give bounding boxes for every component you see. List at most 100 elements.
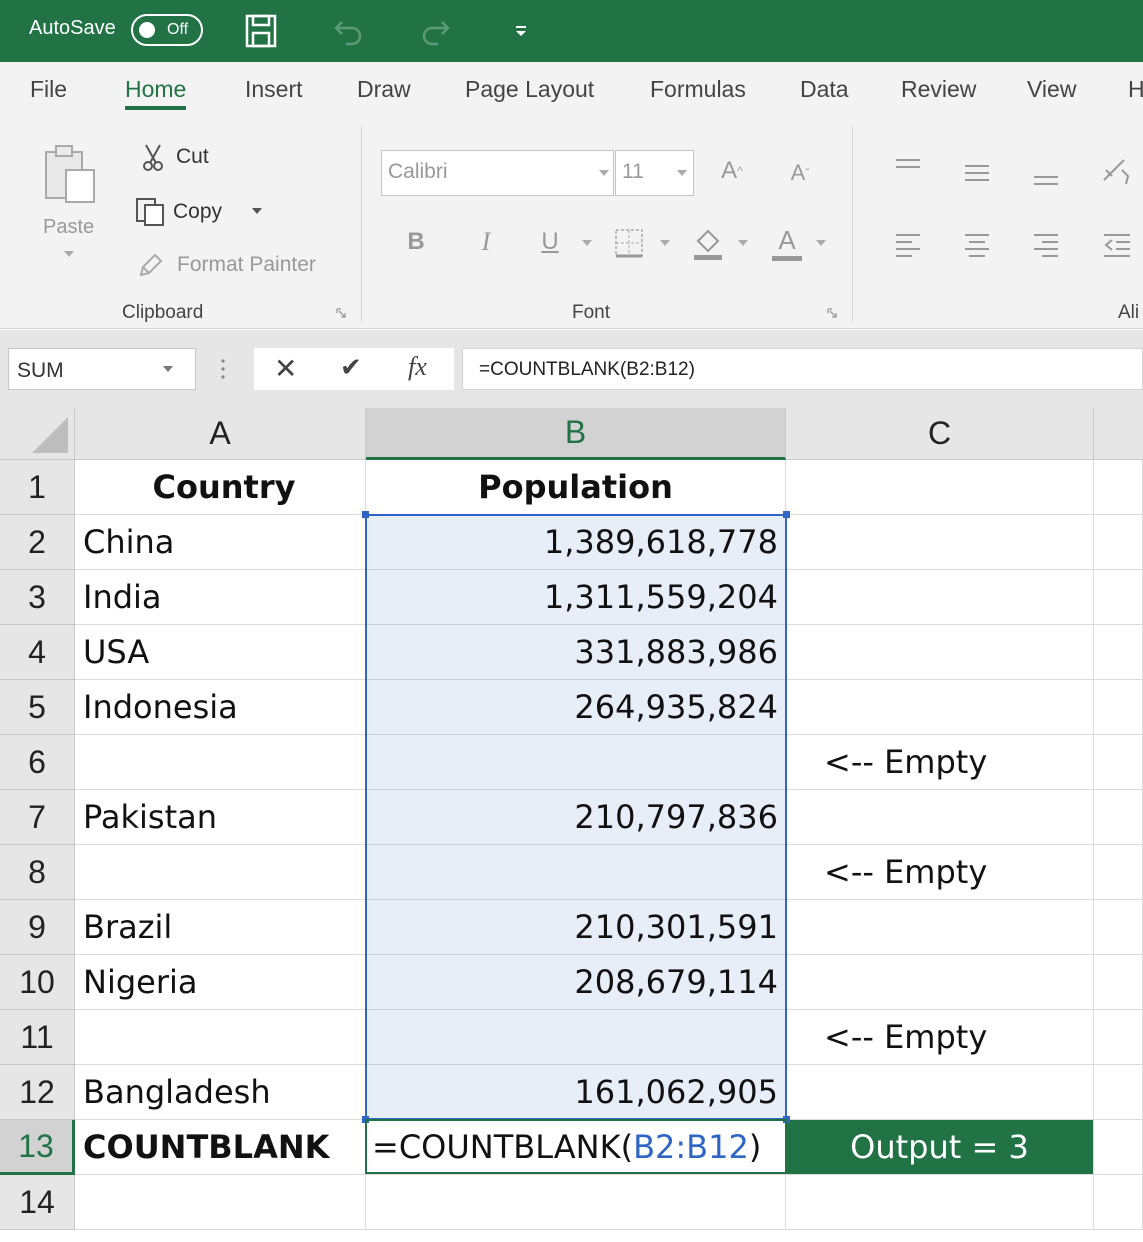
font-size-box[interactable]: 11 — [615, 150, 694, 196]
fill-color-dropdown-icon[interactable] — [736, 238, 750, 248]
paste-icon[interactable] — [40, 140, 100, 210]
align-left-icon[interactable] — [892, 230, 924, 260]
cell-b3[interactable]: 1,311,559,204 — [366, 570, 786, 625]
cell-c10[interactable] — [786, 955, 1094, 1010]
cell-c13[interactable]: Output = 3 — [786, 1120, 1094, 1175]
select-all-corner[interactable] — [0, 408, 75, 460]
fill-color-icon[interactable] — [690, 226, 726, 262]
name-box[interactable]: SUM — [8, 348, 196, 390]
cell-a5[interactable]: Indonesia — [75, 680, 366, 735]
cell-b5[interactable]: 264,935,824 — [366, 680, 786, 735]
bold-icon[interactable]: B — [400, 226, 432, 258]
range-handle-tr[interactable] — [783, 511, 790, 518]
cell-a1[interactable]: Country — [75, 460, 366, 515]
row-header-11[interactable]: 11 — [0, 1010, 75, 1065]
paste-label[interactable]: Paste — [43, 216, 95, 238]
font-name-box[interactable]: Calibri — [381, 150, 614, 196]
cell-b10[interactable]: 208,679,114 — [366, 955, 786, 1010]
clipboard-launcher-icon[interactable] — [334, 306, 348, 320]
tab-draw[interactable]: Draw — [357, 76, 411, 102]
cell-a7[interactable]: Pakistan — [75, 790, 366, 845]
tab-review[interactable]: Review — [901, 76, 977, 102]
tab-formulas[interactable]: Formulas — [650, 76, 746, 102]
format-painter-icon[interactable] — [137, 248, 169, 278]
row-header-14[interactable]: 14 — [0, 1175, 75, 1230]
cell-b1[interactable]: Population — [366, 460, 786, 515]
cell-d2[interactable] — [1094, 515, 1143, 570]
copy-label[interactable]: Copy — [173, 200, 223, 223]
italic-icon[interactable]: I — [470, 226, 502, 258]
cell-a11[interactable] — [75, 1010, 366, 1065]
formula-input[interactable]: =COUNTBLANK(B2:B12) — [462, 348, 1143, 390]
format-painter-label[interactable]: Format Painter — [177, 253, 316, 276]
cell-a3[interactable]: India — [75, 570, 366, 625]
undo-icon[interactable] — [330, 12, 366, 50]
align-right-icon[interactable] — [1030, 230, 1062, 260]
cell-c14[interactable] — [786, 1175, 1094, 1230]
cell-d6[interactable] — [1094, 735, 1143, 790]
row-header-12[interactable]: 12 — [0, 1065, 75, 1120]
cell-d5[interactable] — [1094, 680, 1143, 735]
align-center-icon[interactable] — [961, 230, 993, 260]
name-box-dropdown-icon[interactable] — [163, 366, 173, 372]
grow-font-icon[interactable]: A ^ — [721, 157, 743, 184]
cell-c4[interactable] — [786, 625, 1094, 680]
cell-c7[interactable] — [786, 790, 1094, 845]
row-header-6[interactable]: 6 — [0, 735, 75, 790]
cell-a8[interactable] — [75, 845, 366, 900]
tab-page-layout[interactable]: Page Layout — [465, 76, 595, 102]
borders-icon[interactable] — [612, 226, 646, 260]
tab-insert[interactable]: Insert — [245, 76, 303, 102]
range-handle-tl[interactable] — [362, 511, 369, 518]
cell-d14[interactable] — [1094, 1175, 1143, 1230]
font-color-dropdown-icon[interactable] — [814, 238, 828, 248]
cell-d4[interactable] — [1094, 625, 1143, 680]
font-color-icon[interactable]: A — [770, 224, 804, 262]
cut-label[interactable]: Cut — [176, 145, 209, 168]
cell-a2[interactable]: China — [75, 515, 366, 570]
cell-b9[interactable]: 210,301,591 — [366, 900, 786, 955]
underline-icon[interactable]: U — [534, 226, 566, 258]
redo-icon[interactable] — [418, 12, 454, 50]
tab-file[interactable]: File — [30, 76, 68, 102]
cell-c3[interactable] — [786, 570, 1094, 625]
borders-dropdown-icon[interactable] — [658, 238, 672, 248]
column-header-c[interactable]: C — [786, 408, 1094, 460]
customize-qat-icon[interactable] — [510, 12, 532, 50]
underline-dropdown-icon[interactable] — [580, 238, 594, 248]
cell-d7[interactable] — [1094, 790, 1143, 845]
tab-home[interactable]: Home — [125, 76, 187, 110]
cell-a6[interactable] — [75, 735, 366, 790]
cell-d3[interactable] — [1094, 570, 1143, 625]
copy-dropdown-icon[interactable] — [250, 206, 264, 216]
bottom-align-icon[interactable] — [1030, 162, 1062, 190]
cell-c12[interactable] — [786, 1065, 1094, 1120]
row-header-1[interactable]: 1 — [0, 460, 75, 515]
cell-a12[interactable]: Bangladesh — [75, 1065, 366, 1120]
column-header-b[interactable]: B — [366, 408, 786, 460]
cell-d10[interactable] — [1094, 955, 1143, 1010]
cell-b11[interactable] — [366, 1010, 786, 1065]
row-header-4[interactable]: 4 — [0, 625, 75, 680]
copy-icon[interactable] — [133, 196, 167, 228]
insert-function-icon[interactable]: fx — [408, 352, 427, 381]
cell-d12[interactable] — [1094, 1065, 1143, 1120]
decrease-indent-icon[interactable] — [1100, 230, 1134, 260]
cell-a9[interactable]: Brazil — [75, 900, 366, 955]
font-name-dropdown-icon[interactable] — [599, 170, 609, 176]
row-header-9[interactable]: 9 — [0, 900, 75, 955]
paste-dropdown-icon[interactable] — [62, 248, 76, 260]
cell-a4[interactable]: USA — [75, 625, 366, 680]
range-handle-br[interactable] — [783, 1116, 790, 1123]
cell-d11[interactable] — [1094, 1010, 1143, 1065]
cell-c9[interactable] — [786, 900, 1094, 955]
column-header-a[interactable]: A — [75, 408, 366, 460]
cell-b12[interactable]: 161,062,905 — [366, 1065, 786, 1120]
middle-align-icon[interactable] — [961, 158, 993, 186]
row-header-10[interactable]: 10 — [0, 955, 75, 1010]
cell-a10[interactable]: Nigeria — [75, 955, 366, 1010]
column-header-d[interactable] — [1094, 408, 1143, 460]
range-handle-bl[interactable] — [362, 1116, 369, 1123]
tab-view[interactable]: View — [1027, 76, 1077, 102]
